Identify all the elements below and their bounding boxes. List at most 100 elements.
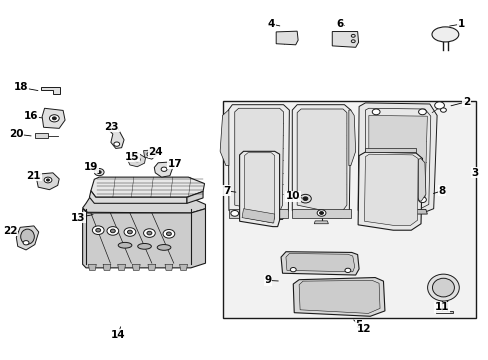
Ellipse shape — [431, 27, 458, 42]
Polygon shape — [299, 280, 379, 314]
Text: 10: 10 — [285, 191, 300, 201]
Circle shape — [127, 230, 132, 234]
Polygon shape — [127, 153, 145, 167]
Polygon shape — [108, 126, 124, 148]
Text: 16: 16 — [23, 111, 38, 121]
Polygon shape — [82, 198, 205, 213]
Circle shape — [23, 240, 29, 245]
Circle shape — [92, 226, 104, 234]
Polygon shape — [37, 173, 59, 190]
Circle shape — [44, 177, 52, 183]
Text: 23: 23 — [104, 122, 119, 132]
Polygon shape — [35, 134, 48, 138]
Text: 4: 4 — [267, 19, 274, 29]
Ellipse shape — [118, 242, 132, 248]
Circle shape — [94, 168, 104, 176]
Text: 12: 12 — [356, 324, 370, 334]
Circle shape — [97, 171, 101, 174]
Polygon shape — [331, 32, 358, 47]
Polygon shape — [357, 152, 422, 230]
Polygon shape — [132, 264, 140, 270]
Circle shape — [107, 226, 119, 235]
Circle shape — [317, 210, 325, 216]
Ellipse shape — [431, 278, 453, 297]
Polygon shape — [239, 151, 279, 226]
Text: 19: 19 — [83, 162, 98, 172]
Polygon shape — [368, 116, 427, 202]
Text: 15: 15 — [125, 152, 139, 162]
Ellipse shape — [427, 274, 458, 301]
Circle shape — [303, 197, 307, 201]
Polygon shape — [220, 110, 228, 166]
Text: 6: 6 — [335, 19, 343, 29]
Circle shape — [371, 197, 379, 203]
Circle shape — [290, 267, 296, 272]
Polygon shape — [357, 103, 436, 214]
Polygon shape — [89, 191, 186, 203]
Polygon shape — [364, 154, 417, 226]
Circle shape — [434, 102, 444, 109]
Circle shape — [299, 194, 311, 203]
Polygon shape — [103, 264, 111, 270]
Text: 18: 18 — [14, 82, 28, 93]
Circle shape — [110, 229, 115, 233]
Circle shape — [96, 228, 101, 232]
Text: 14: 14 — [110, 330, 125, 340]
Polygon shape — [348, 110, 355, 166]
Polygon shape — [242, 209, 274, 223]
Circle shape — [418, 197, 426, 203]
Polygon shape — [285, 253, 354, 272]
Circle shape — [371, 109, 379, 115]
Ellipse shape — [20, 229, 34, 244]
Polygon shape — [281, 252, 358, 275]
Polygon shape — [143, 150, 157, 159]
Ellipse shape — [138, 243, 151, 249]
Polygon shape — [154, 162, 172, 177]
Polygon shape — [82, 209, 205, 268]
Polygon shape — [118, 264, 125, 270]
Text: 3: 3 — [470, 168, 477, 178]
Circle shape — [143, 229, 155, 237]
Circle shape — [319, 212, 323, 215]
Polygon shape — [16, 226, 39, 250]
Polygon shape — [314, 221, 328, 224]
Circle shape — [440, 108, 446, 112]
Polygon shape — [148, 264, 156, 270]
Circle shape — [134, 157, 140, 162]
Circle shape — [147, 231, 152, 235]
Text: 5: 5 — [355, 320, 362, 330]
Text: 17: 17 — [167, 159, 182, 169]
Polygon shape — [228, 209, 288, 218]
Circle shape — [418, 109, 426, 115]
Text: 20: 20 — [9, 129, 23, 139]
Polygon shape — [292, 209, 350, 218]
Polygon shape — [41, 87, 60, 94]
Polygon shape — [164, 264, 172, 270]
Circle shape — [114, 142, 120, 146]
Circle shape — [124, 228, 136, 236]
Polygon shape — [276, 31, 298, 45]
Text: 1: 1 — [457, 19, 464, 29]
Circle shape — [344, 268, 350, 273]
Polygon shape — [297, 109, 346, 212]
Circle shape — [46, 179, 49, 181]
Circle shape — [52, 117, 56, 120]
Polygon shape — [234, 108, 283, 212]
Polygon shape — [435, 311, 452, 314]
Bar — [222, 101, 475, 318]
Polygon shape — [293, 278, 384, 316]
Polygon shape — [186, 192, 203, 203]
Circle shape — [49, 115, 59, 122]
Ellipse shape — [157, 244, 170, 250]
Text: 7: 7 — [223, 186, 230, 196]
Polygon shape — [292, 105, 350, 218]
Text: 13: 13 — [70, 213, 85, 222]
Polygon shape — [88, 264, 96, 270]
Circle shape — [230, 211, 238, 216]
Polygon shape — [91, 177, 204, 197]
Text: 9: 9 — [264, 275, 271, 285]
Text: 22: 22 — [3, 226, 18, 236]
Text: 21: 21 — [26, 171, 41, 181]
Polygon shape — [365, 148, 415, 152]
Polygon shape — [42, 108, 65, 129]
